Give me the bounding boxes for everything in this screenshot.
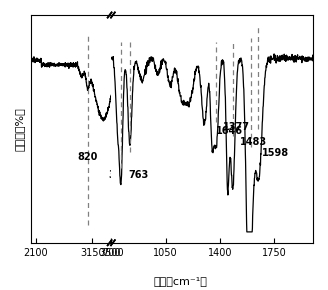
Text: 1377: 1377 <box>223 122 250 132</box>
Text: 1646: 1646 <box>216 126 243 136</box>
Text: 波数（cm⁻¹）: 波数（cm⁻¹） <box>154 276 207 286</box>
Y-axis label: 透过率（%）: 透过率（%） <box>15 107 25 151</box>
Text: 763: 763 <box>128 170 148 180</box>
Text: 820: 820 <box>77 152 97 162</box>
Text: 1483: 1483 <box>240 137 267 147</box>
Text: 1598: 1598 <box>262 148 289 158</box>
Text: 3060: 3060 <box>109 170 135 180</box>
